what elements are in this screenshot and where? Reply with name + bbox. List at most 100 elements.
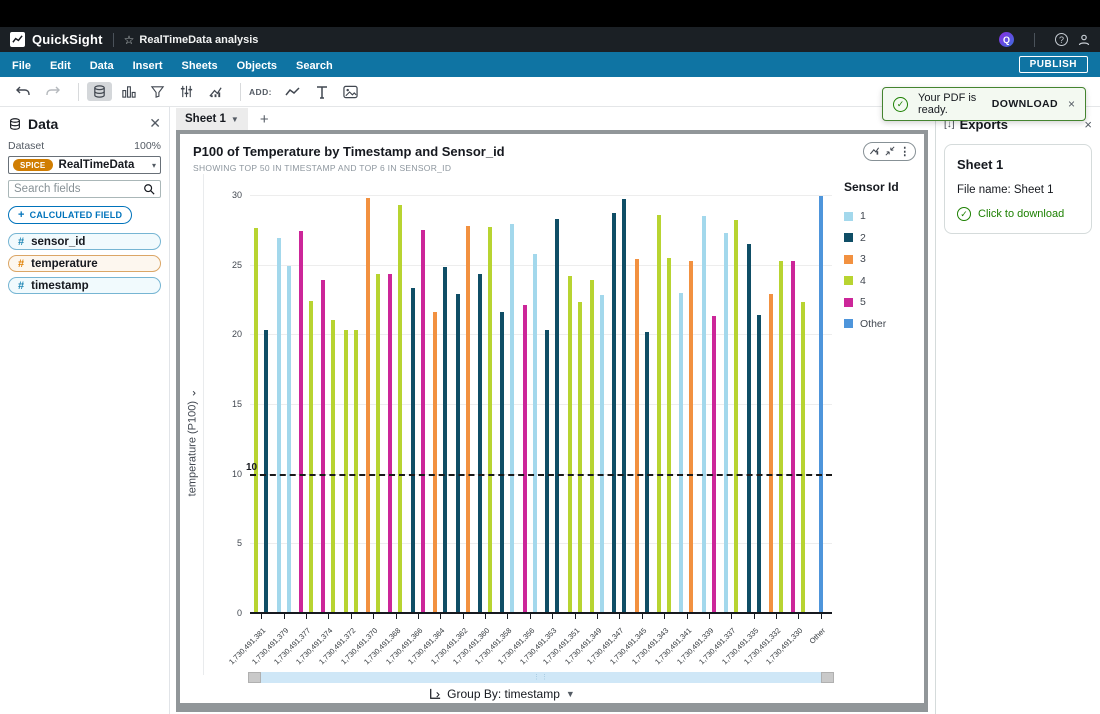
- publish-button[interactable]: PUBLISH: [1018, 56, 1088, 73]
- menu-item-search[interactable]: Search: [295, 59, 333, 72]
- legend-item-3[interactable]: 3: [844, 253, 926, 265]
- tab-sheet-1[interactable]: Sheet 1 ▼: [176, 108, 248, 130]
- quicksight-logo-icon[interactable]: [10, 32, 25, 47]
- bar-sensor-2[interactable]: [455, 293, 460, 613]
- bar-sensor-1[interactable]: [510, 224, 515, 613]
- filter-pane-icon[interactable]: [145, 82, 170, 101]
- dataset-selector[interactable]: SPICE RealTimeData ▾: [8, 156, 161, 174]
- field-pill-sensor_id[interactable]: # sensor_id: [8, 233, 161, 250]
- toast-close-icon[interactable]: ×: [1067, 97, 1075, 111]
- bar-sensor-4[interactable]: [353, 330, 358, 613]
- bar-sensor-5[interactable]: [711, 316, 716, 613]
- menu-item-insert[interactable]: Insert: [132, 59, 163, 72]
- visual-collapse-icon[interactable]: [884, 143, 895, 161]
- bar-sensor-2[interactable]: [410, 288, 415, 613]
- bar-sensor-2[interactable]: [264, 330, 269, 613]
- bar-sensor-1[interactable]: [724, 232, 729, 613]
- favorite-star-icon[interactable]: ☆: [123, 32, 135, 47]
- legend-item-1[interactable]: 1: [844, 210, 926, 222]
- bar-sensor-3[interactable]: [769, 293, 774, 613]
- bar-sensor-5[interactable]: [388, 274, 393, 613]
- bar-sensor-2[interactable]: [644, 331, 649, 613]
- visual-container[interactable]: P100 of Temperature by Timestamp and Sen…: [176, 130, 928, 712]
- legend-item-other[interactable]: Other: [844, 318, 926, 330]
- bar-sensor-3[interactable]: [366, 197, 371, 613]
- bar-sensor-4[interactable]: [734, 220, 739, 613]
- bar-sensor-4[interactable]: [308, 300, 313, 613]
- bar-sensor-1[interactable]: [276, 238, 281, 613]
- bar-sensor-4[interactable]: [657, 214, 662, 613]
- bar-sensor-1[interactable]: [599, 295, 604, 613]
- menu-item-file[interactable]: File: [12, 59, 31, 72]
- bar-sensor-Other[interactable]: [818, 196, 823, 613]
- bar-sensor-2[interactable]: [622, 199, 627, 613]
- legend-item-5[interactable]: 5: [844, 296, 926, 308]
- visual-options-icon[interactable]: ⋮: [899, 146, 911, 158]
- bar-sensor-2[interactable]: [555, 218, 560, 613]
- user-profile-icon[interactable]: [1078, 34, 1090, 46]
- bar-sensor-1[interactable]: [701, 215, 706, 613]
- legend-item-2[interactable]: 2: [844, 232, 926, 244]
- field-pill-temperature[interactable]: # temperature: [8, 255, 161, 272]
- add-sheet-button[interactable]: +: [259, 111, 269, 128]
- bar-sensor-4[interactable]: [589, 280, 594, 613]
- bar-sensor-3[interactable]: [689, 260, 694, 613]
- bar-sensor-5[interactable]: [420, 229, 425, 613]
- add-visual-icon[interactable]: [280, 84, 306, 100]
- bar-sensor-3[interactable]: [634, 259, 639, 613]
- bar-sensor-4[interactable]: [577, 302, 582, 613]
- calculated-field-button[interactable]: + CALCULATED FIELD: [8, 206, 133, 224]
- bar-sensor-5[interactable]: [321, 280, 326, 613]
- export-download-link[interactable]: ✓ Click to download: [957, 207, 1079, 221]
- search-fields-box[interactable]: [8, 180, 161, 198]
- visuals-pane-icon[interactable]: [116, 82, 141, 101]
- bar-sensor-5[interactable]: [522, 305, 527, 613]
- scrollbar-left-handle[interactable]: [248, 672, 261, 683]
- menu-item-data[interactable]: Data: [89, 59, 114, 72]
- bar-sensor-2[interactable]: [443, 267, 448, 613]
- data-pane-toggle-icon[interactable]: [87, 82, 112, 101]
- bar-sensor-1[interactable]: [679, 292, 684, 613]
- add-text-icon[interactable]: [310, 83, 334, 101]
- bar-sensor-2[interactable]: [612, 213, 617, 613]
- bar-sensor-3[interactable]: [433, 312, 438, 613]
- add-image-icon[interactable]: [338, 83, 363, 101]
- y-axis-gutter[interactable]: temperature (P100) ⌄: [180, 174, 204, 675]
- menu-item-edit[interactable]: Edit: [49, 59, 71, 72]
- exports-close-icon[interactable]: ×: [1084, 117, 1092, 132]
- insights-pane-icon[interactable]: [203, 82, 228, 101]
- bar-sensor-4[interactable]: [801, 302, 806, 613]
- parameters-pane-icon[interactable]: [174, 82, 199, 101]
- visual-insights-icon[interactable]: [869, 143, 880, 161]
- bar-sensor-4[interactable]: [779, 260, 784, 613]
- bar-sensor-2[interactable]: [746, 243, 751, 613]
- bar-sensor-2[interactable]: [756, 314, 761, 613]
- bar-sensor-4[interactable]: [567, 275, 572, 613]
- group-by-control[interactable]: Group By: timestamp ▼: [180, 687, 824, 701]
- bar-sensor-5[interactable]: [791, 260, 796, 613]
- bar-sensor-2[interactable]: [545, 330, 550, 613]
- data-panel-close-icon[interactable]: ✕: [149, 115, 161, 131]
- bar-sensor-1[interactable]: [532, 253, 537, 613]
- chart-scrollbar[interactable]: ⋮⋮: [248, 672, 834, 683]
- toast-download-button[interactable]: DOWNLOAD: [991, 98, 1058, 110]
- scrollbar-right-handle[interactable]: [821, 672, 834, 683]
- bar-sensor-3[interactable]: [465, 225, 470, 613]
- bar-sensor-4[interactable]: [254, 228, 259, 613]
- bar-sensor-4[interactable]: [488, 227, 493, 613]
- bar-sensor-2[interactable]: [500, 312, 505, 613]
- bar-sensor-4[interactable]: [376, 274, 381, 613]
- bar-sensor-4[interactable]: [398, 204, 403, 613]
- quicksight-q-icon[interactable]: Q: [999, 32, 1014, 47]
- bar-sensor-4[interactable]: [343, 330, 348, 613]
- undo-icon[interactable]: [10, 83, 36, 100]
- bar-sensor-2[interactable]: [478, 274, 483, 613]
- legend-item-4[interactable]: 4: [844, 275, 926, 287]
- search-fields-input[interactable]: [14, 183, 143, 195]
- bar-sensor-5[interactable]: [298, 231, 303, 613]
- plot-area[interactable]: 10: [246, 195, 832, 619]
- menu-item-objects[interactable]: Objects: [236, 59, 277, 72]
- bar-sensor-4[interactable]: [667, 257, 672, 613]
- bar-sensor-1[interactable]: [286, 266, 291, 613]
- field-pill-timestamp[interactable]: # timestamp: [8, 277, 161, 294]
